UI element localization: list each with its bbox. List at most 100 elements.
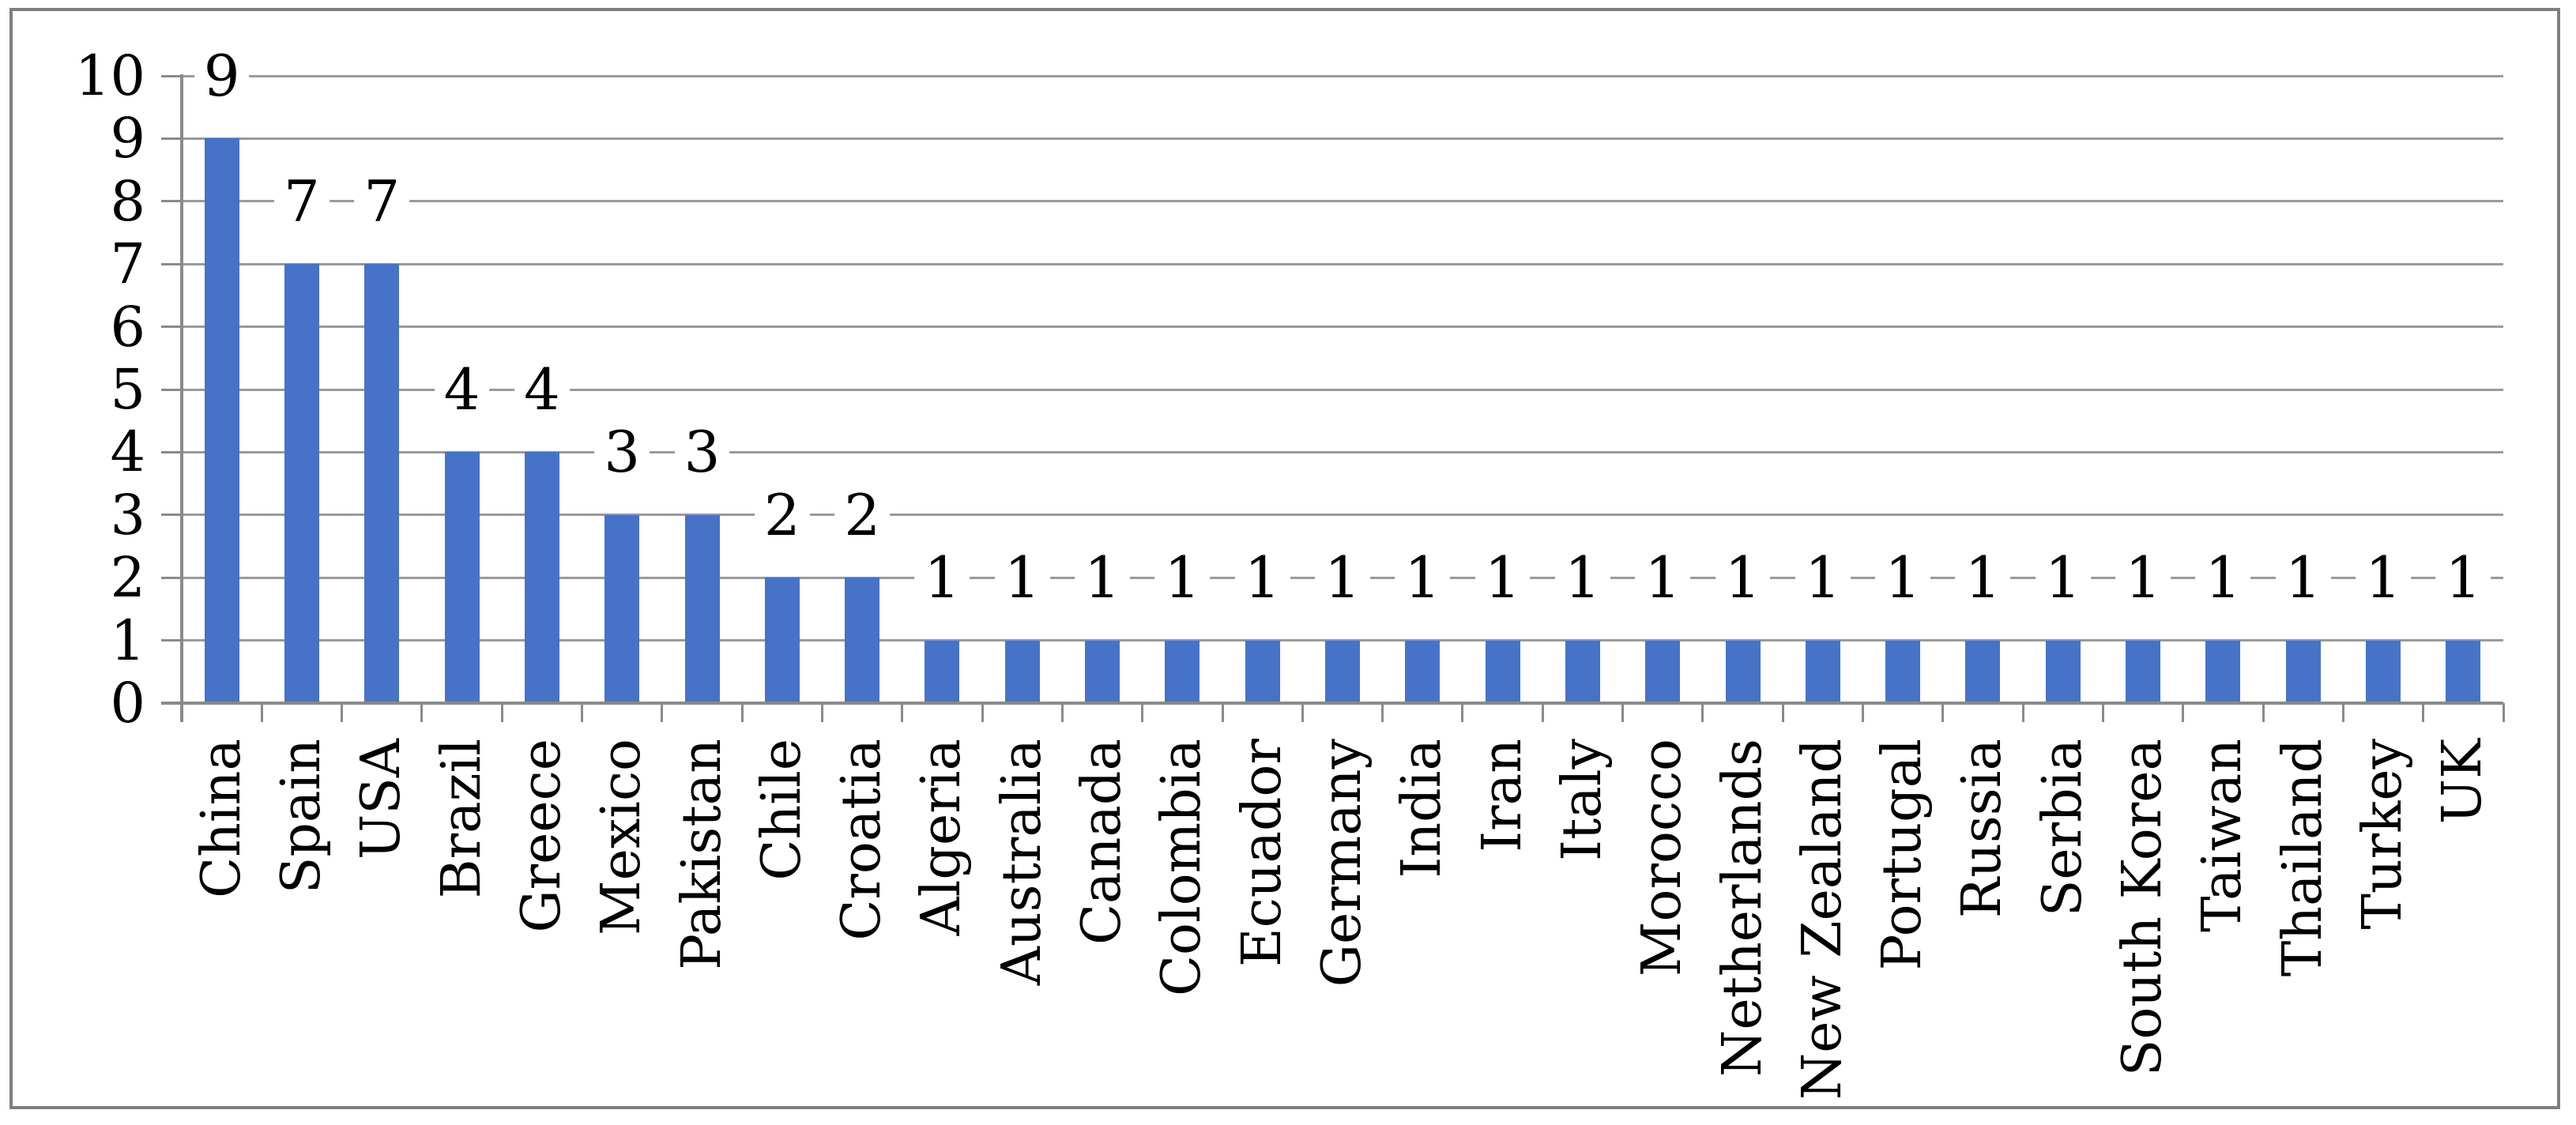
bar-value-label-algeria: 1 bbox=[914, 549, 970, 607]
bar-value-label-portugal: 1 bbox=[1875, 549, 1931, 607]
bar-value-label-germany: 1 bbox=[1315, 549, 1370, 607]
bar-value-label-iran: 1 bbox=[1474, 549, 1531, 607]
x-axis-label-germany: Germany bbox=[1311, 739, 1373, 988]
bar-value-label-greece: 4 bbox=[514, 361, 570, 418]
gridline-8 bbox=[182, 200, 2503, 203]
y-axis-label-10: 10 bbox=[74, 43, 145, 108]
y-axis-label-7: 7 bbox=[110, 231, 145, 297]
bar-colombia bbox=[1165, 640, 1200, 703]
bar-germany bbox=[1325, 640, 1360, 703]
x-tick-2 bbox=[341, 703, 344, 722]
x-tick-24 bbox=[2101, 703, 2104, 722]
y-tick-7 bbox=[161, 262, 182, 265]
y-tick-4 bbox=[161, 450, 182, 453]
y-axis-label-0: 0 bbox=[110, 671, 145, 736]
bar-value-label-india: 1 bbox=[1395, 549, 1451, 607]
bar-value-label-croatia: 2 bbox=[834, 486, 891, 544]
gridline-9 bbox=[182, 137, 2503, 140]
x-axis-label-russia: Russia bbox=[1951, 739, 2014, 919]
bar-value-label-morocco: 1 bbox=[1635, 549, 1691, 607]
x-tick-6 bbox=[661, 703, 664, 722]
x-tick-5 bbox=[581, 703, 584, 722]
x-tick-7 bbox=[740, 703, 744, 722]
x-tick-18 bbox=[1621, 703, 1625, 722]
x-tick-29 bbox=[2502, 703, 2505, 722]
bar-china bbox=[204, 138, 239, 703]
y-axis-label-6: 6 bbox=[110, 294, 145, 359]
x-axis-label-new-zealand: New Zealand bbox=[1791, 739, 1854, 1101]
x-axis-label-algeria: Algeria bbox=[910, 739, 974, 936]
bar-value-label-australia: 1 bbox=[994, 549, 1050, 607]
x-axis-label-taiwan: Taiwan bbox=[2191, 739, 2254, 932]
bar-algeria bbox=[925, 640, 960, 703]
x-axis-line bbox=[161, 702, 2503, 705]
y-tick-0 bbox=[161, 702, 182, 705]
bar-value-label-spain: 7 bbox=[274, 172, 330, 230]
x-tick-16 bbox=[1461, 703, 1464, 722]
y-axis-line bbox=[180, 74, 183, 722]
x-tick-25 bbox=[2182, 703, 2185, 722]
bar-south-korea bbox=[2126, 640, 2161, 703]
gridline-4 bbox=[182, 450, 2503, 453]
bar-serbia bbox=[2045, 640, 2081, 703]
x-tick-27 bbox=[2341, 703, 2344, 722]
bar-value-label-italy: 1 bbox=[1555, 549, 1610, 607]
bar-value-label-chile: 2 bbox=[754, 486, 810, 544]
x-tick-1 bbox=[260, 703, 263, 722]
x-tick-3 bbox=[420, 703, 424, 722]
bar-russia bbox=[1965, 640, 2001, 703]
y-tick-2 bbox=[161, 576, 182, 579]
bar-value-label-usa: 7 bbox=[354, 172, 410, 230]
x-tick-11 bbox=[1060, 703, 1064, 722]
bar-value-label-colombia: 1 bbox=[1154, 549, 1211, 607]
y-axis-label-4: 4 bbox=[110, 420, 145, 485]
bar-value-label-netherlands: 1 bbox=[1715, 549, 1771, 607]
bar-value-label-serbia: 1 bbox=[2035, 549, 2091, 607]
x-axis-label-portugal: Portugal bbox=[1871, 739, 1934, 971]
bar-turkey bbox=[2366, 640, 2401, 703]
x-axis-label-ecuador: Ecuador bbox=[1230, 739, 1294, 968]
gridline-7 bbox=[182, 262, 2503, 265]
bar-value-label-pakistan: 3 bbox=[674, 423, 730, 481]
bar-pakistan bbox=[684, 514, 720, 703]
bar-value-label-turkey: 1 bbox=[2356, 549, 2411, 607]
x-axis-label-chile: Chile bbox=[750, 739, 813, 881]
bar-chile bbox=[764, 578, 800, 703]
x-axis-label-spain: Spain bbox=[269, 739, 333, 894]
y-axis-label-8: 8 bbox=[110, 168, 145, 234]
y-tick-5 bbox=[161, 388, 182, 391]
bar-value-label-new-zealand: 1 bbox=[1795, 549, 1851, 607]
y-axis-label-2: 2 bbox=[110, 545, 145, 611]
x-axis-label-netherlands: Netherlands bbox=[1711, 739, 1774, 1078]
bar-value-label-south-korea: 1 bbox=[2115, 549, 2171, 607]
x-tick-21 bbox=[1862, 703, 1865, 722]
x-axis-label-serbia: Serbia bbox=[2031, 739, 2094, 917]
bar-croatia bbox=[845, 578, 880, 703]
y-axis-label-1: 1 bbox=[110, 608, 145, 673]
y-tick-9 bbox=[161, 137, 182, 140]
x-tick-10 bbox=[981, 703, 984, 722]
bar-value-label-uk: 1 bbox=[2435, 549, 2491, 607]
x-axis-label-china: China bbox=[190, 739, 253, 898]
x-tick-15 bbox=[1381, 703, 1384, 722]
x-tick-20 bbox=[1781, 703, 1784, 722]
x-tick-4 bbox=[500, 703, 503, 722]
x-axis-label-thailand: Thailand bbox=[2271, 739, 2334, 977]
bar-australia bbox=[1004, 640, 1040, 703]
bar-value-label-thailand: 1 bbox=[2275, 549, 2331, 607]
x-axis-label-australia: Australia bbox=[990, 739, 1053, 986]
bar-italy bbox=[1565, 640, 1600, 703]
y-tick-1 bbox=[161, 639, 182, 642]
x-axis-label-canada: Canada bbox=[1071, 739, 1134, 945]
y-axis-label-5: 5 bbox=[110, 357, 145, 422]
x-axis-label-usa: USA bbox=[350, 739, 413, 860]
x-tick-14 bbox=[1301, 703, 1304, 722]
x-tick-22 bbox=[1941, 703, 1945, 722]
x-axis-label-south-korea: South Korea bbox=[2111, 739, 2175, 1077]
bar-usa bbox=[364, 264, 400, 703]
gridline-6 bbox=[182, 325, 2503, 329]
x-axis-label-iran: Iran bbox=[1471, 739, 1534, 852]
x-tick-26 bbox=[2262, 703, 2265, 722]
gridline-10 bbox=[182, 74, 2503, 77]
